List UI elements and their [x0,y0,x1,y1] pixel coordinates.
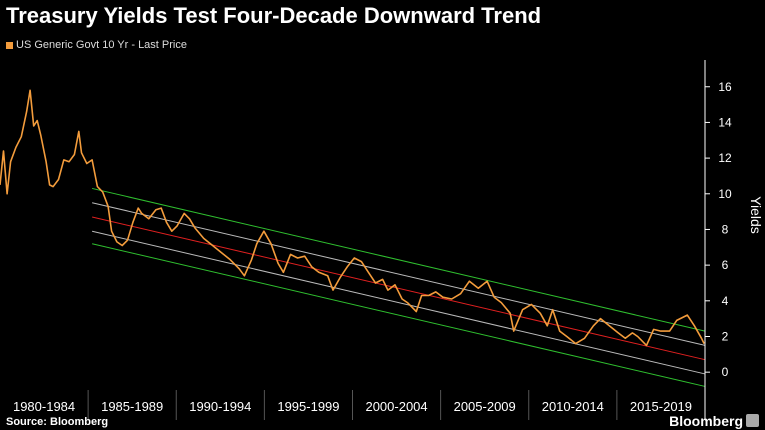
y-tick-label: 12 [718,151,732,165]
x-tick-label: 1995-1999 [277,399,339,414]
legend-label: US Generic Govt 10 Yr - Last Price [16,39,187,51]
legend-swatch [6,41,13,49]
x-tick-label: 1985-1989 [101,399,163,414]
trend-line [91,202,706,346]
y-tick-label: 2 [722,329,729,343]
brand-icon [746,414,759,427]
trend-line [91,243,706,387]
series-group [0,89,705,347]
trend-line [91,230,706,375]
chart-title: Treasury Yields Test Four-Decade Downwar… [6,3,542,28]
y-tick-label: 10 [718,187,732,201]
x-tick-label: 2015-2019 [630,399,692,414]
trend-channel [91,187,706,387]
brand-logo: Bloomberg [669,413,743,429]
y-tick-label: 16 [718,80,732,94]
y-tick-label: 6 [722,258,729,272]
y-tick-label: 0 [722,365,729,379]
legend: US Generic Govt 10 Yr - Last Price [6,39,187,51]
axes: 1980-1984 1985-1989 1990-1994 1995-1999 2000… [13,60,764,420]
x-tick-label: 1980-1984 [13,399,75,414]
x-axis-dividers [87,390,618,420]
x-tick-label: 2000-2004 [365,399,427,414]
series-line [0,89,705,347]
trend-line [91,187,706,332]
y-axis-label: Yields [748,196,764,234]
source-note: Source: Bloomberg [6,416,109,428]
x-tick-label: 1990-1994 [189,399,251,414]
trend-line [91,216,706,361]
y-tick-label: 8 [722,222,729,236]
x-tick-label: 2010-2014 [542,399,604,414]
y-tick-label: 14 [718,115,732,129]
x-tick-label: 2005-2009 [454,399,516,414]
y-tick-label: 4 [722,294,729,308]
